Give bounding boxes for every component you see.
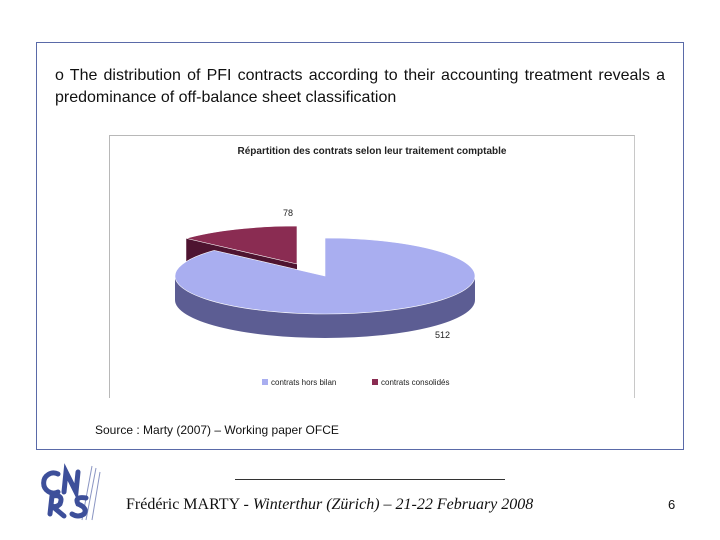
pie-slice-side-0 bbox=[175, 276, 475, 338]
footer-caption: Frédéric MARTY - Winterthur (Zürich) – 2… bbox=[126, 496, 533, 514]
data-label-0: 512 bbox=[435, 330, 450, 340]
cnrs-logo bbox=[41, 463, 101, 521]
footer-event: Winterthur (Zürich) – 21-22 February 200… bbox=[252, 496, 534, 513]
footer-author: Frédéric MARTY - bbox=[126, 496, 253, 513]
chart-title: Répartition des contrats selon leur trai… bbox=[237, 146, 507, 157]
pie-slice-0 bbox=[174, 237, 476, 315]
bullet-text: The distribution of PFI contracts accord… bbox=[55, 67, 666, 106]
legend-label-1: contrats consolidés bbox=[381, 378, 449, 387]
bullet-marker: o bbox=[55, 67, 64, 84]
source-note: Source : Marty (2007) – Working paper OF… bbox=[95, 423, 339, 437]
page-number: 6 bbox=[668, 497, 676, 512]
legend-swatch-0 bbox=[262, 379, 268, 385]
pie-chart-svg: 512 78 contrats hors bilan contrats consol… bbox=[174, 208, 476, 387]
data-label-1: 78 bbox=[283, 208, 293, 218]
pie-slice-1 bbox=[186, 225, 298, 265]
legend-label-0: contrats hors bilan bbox=[271, 378, 336, 387]
legend-swatch-1 bbox=[372, 379, 378, 385]
footer-divider bbox=[235, 479, 505, 480]
content-frame: o The distribution of PFI contracts acco… bbox=[36, 42, 684, 450]
bullet-paragraph: o The distribution of PFI contracts acco… bbox=[55, 65, 665, 109]
pie-chart: Répartition des contrats selon leur trai… bbox=[109, 135, 635, 398]
